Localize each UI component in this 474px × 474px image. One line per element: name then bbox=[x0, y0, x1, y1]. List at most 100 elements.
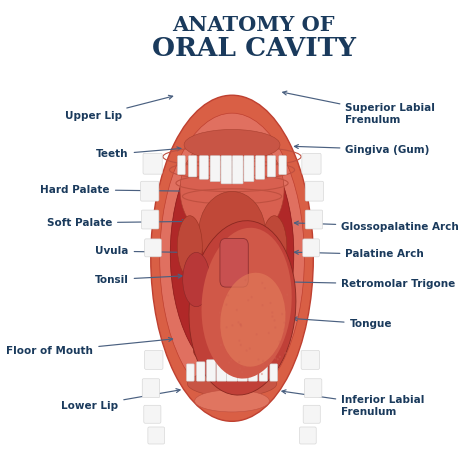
FancyBboxPatch shape bbox=[248, 360, 257, 381]
FancyBboxPatch shape bbox=[255, 156, 265, 179]
FancyBboxPatch shape bbox=[143, 154, 162, 174]
Ellipse shape bbox=[279, 340, 281, 343]
Text: Hard Palate: Hard Palate bbox=[40, 185, 185, 195]
Ellipse shape bbox=[262, 304, 264, 306]
FancyBboxPatch shape bbox=[217, 358, 227, 381]
Ellipse shape bbox=[184, 129, 280, 160]
FancyBboxPatch shape bbox=[207, 360, 216, 381]
Ellipse shape bbox=[261, 282, 264, 284]
Text: Glossopalatine Arch: Glossopalatine Arch bbox=[294, 221, 459, 232]
FancyBboxPatch shape bbox=[259, 362, 267, 381]
FancyBboxPatch shape bbox=[199, 156, 209, 179]
Text: Floor of Mouth: Floor of Mouth bbox=[6, 337, 173, 356]
Ellipse shape bbox=[271, 311, 273, 314]
FancyBboxPatch shape bbox=[227, 356, 237, 381]
Ellipse shape bbox=[262, 216, 287, 277]
Ellipse shape bbox=[262, 363, 264, 365]
Ellipse shape bbox=[286, 293, 288, 296]
Ellipse shape bbox=[241, 371, 243, 374]
Ellipse shape bbox=[189, 221, 296, 395]
Ellipse shape bbox=[160, 113, 304, 403]
Ellipse shape bbox=[183, 252, 210, 307]
Ellipse shape bbox=[220, 344, 222, 346]
Ellipse shape bbox=[219, 311, 221, 314]
Ellipse shape bbox=[230, 358, 232, 361]
Ellipse shape bbox=[228, 361, 230, 364]
Ellipse shape bbox=[274, 326, 276, 328]
FancyBboxPatch shape bbox=[142, 379, 160, 398]
Text: Inferior Labial
Frenulum: Inferior Labial Frenulum bbox=[282, 390, 425, 417]
Ellipse shape bbox=[262, 360, 264, 362]
FancyBboxPatch shape bbox=[302, 154, 321, 174]
Ellipse shape bbox=[283, 321, 285, 324]
Ellipse shape bbox=[240, 325, 242, 327]
Ellipse shape bbox=[199, 191, 265, 273]
FancyBboxPatch shape bbox=[237, 358, 247, 381]
Text: Superior Labial
Frenulum: Superior Labial Frenulum bbox=[283, 91, 435, 125]
FancyBboxPatch shape bbox=[305, 210, 323, 229]
FancyBboxPatch shape bbox=[304, 379, 322, 398]
Ellipse shape bbox=[226, 326, 228, 328]
FancyBboxPatch shape bbox=[148, 427, 164, 444]
Ellipse shape bbox=[220, 273, 285, 367]
FancyBboxPatch shape bbox=[145, 239, 161, 257]
Text: ORAL CAVITY: ORAL CAVITY bbox=[152, 36, 356, 61]
Ellipse shape bbox=[238, 339, 240, 342]
Ellipse shape bbox=[257, 358, 259, 361]
Ellipse shape bbox=[193, 336, 254, 365]
Ellipse shape bbox=[283, 328, 285, 331]
Ellipse shape bbox=[268, 332, 270, 334]
Ellipse shape bbox=[240, 344, 242, 346]
FancyBboxPatch shape bbox=[145, 350, 163, 369]
FancyBboxPatch shape bbox=[232, 156, 243, 184]
Ellipse shape bbox=[227, 294, 229, 297]
Ellipse shape bbox=[240, 324, 242, 326]
Text: Tonsil: Tonsil bbox=[95, 274, 182, 284]
Ellipse shape bbox=[225, 303, 228, 306]
Ellipse shape bbox=[251, 296, 253, 298]
Text: Upper Lip: Upper Lip bbox=[65, 95, 173, 121]
Ellipse shape bbox=[247, 299, 249, 301]
Ellipse shape bbox=[151, 95, 313, 421]
Ellipse shape bbox=[231, 324, 234, 327]
Text: Palatine Arch: Palatine Arch bbox=[294, 249, 424, 259]
Ellipse shape bbox=[261, 373, 263, 375]
Text: Soft Palate: Soft Palate bbox=[46, 218, 186, 228]
FancyBboxPatch shape bbox=[279, 156, 286, 174]
Ellipse shape bbox=[277, 358, 279, 361]
Ellipse shape bbox=[236, 309, 238, 311]
FancyBboxPatch shape bbox=[210, 156, 220, 182]
FancyBboxPatch shape bbox=[267, 156, 275, 177]
Text: ANATOMY OF: ANATOMY OF bbox=[173, 15, 335, 35]
Ellipse shape bbox=[239, 367, 241, 370]
Ellipse shape bbox=[273, 319, 275, 321]
Ellipse shape bbox=[269, 302, 272, 304]
Text: Gingiva (Gum): Gingiva (Gum) bbox=[294, 145, 430, 155]
FancyBboxPatch shape bbox=[303, 405, 320, 423]
Ellipse shape bbox=[195, 390, 269, 412]
Text: Uvula: Uvula bbox=[95, 246, 195, 256]
Text: Lower Lip: Lower Lip bbox=[61, 389, 180, 411]
FancyBboxPatch shape bbox=[178, 156, 185, 174]
FancyBboxPatch shape bbox=[300, 427, 316, 444]
FancyBboxPatch shape bbox=[303, 239, 319, 257]
Ellipse shape bbox=[245, 279, 246, 281]
Ellipse shape bbox=[170, 131, 294, 376]
Text: Retromolar Trigone: Retromolar Trigone bbox=[290, 279, 456, 289]
FancyBboxPatch shape bbox=[141, 181, 159, 201]
FancyBboxPatch shape bbox=[189, 156, 197, 177]
Ellipse shape bbox=[238, 361, 240, 363]
FancyBboxPatch shape bbox=[197, 362, 205, 381]
FancyBboxPatch shape bbox=[187, 364, 194, 381]
Ellipse shape bbox=[279, 356, 281, 358]
Ellipse shape bbox=[271, 315, 273, 318]
Text: Tongue: Tongue bbox=[293, 317, 392, 329]
Ellipse shape bbox=[237, 321, 239, 324]
FancyBboxPatch shape bbox=[220, 238, 248, 287]
Ellipse shape bbox=[246, 349, 247, 352]
Ellipse shape bbox=[254, 252, 282, 307]
FancyBboxPatch shape bbox=[301, 350, 319, 369]
Ellipse shape bbox=[281, 313, 283, 315]
Ellipse shape bbox=[243, 365, 246, 368]
FancyBboxPatch shape bbox=[270, 364, 277, 381]
